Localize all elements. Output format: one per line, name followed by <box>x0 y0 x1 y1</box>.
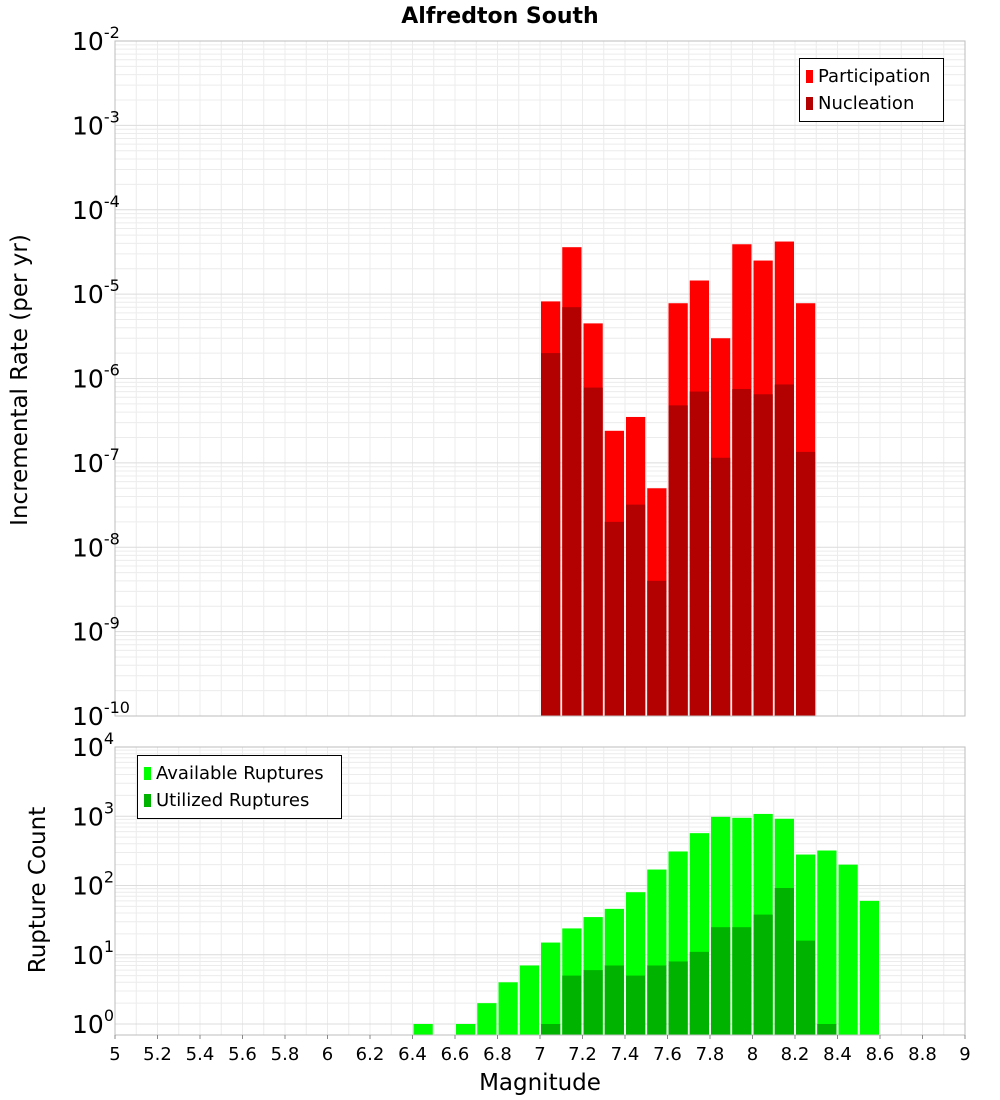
top-bar-nucleation <box>689 391 709 716</box>
legend-label-nucleation: Nucleation <box>818 93 915 114</box>
bottom-y-tick-label: 104 <box>72 729 114 762</box>
top-bar-nucleation <box>604 521 624 716</box>
top-plot-bars <box>541 241 816 717</box>
bottom-bar-available-ruptures <box>498 982 518 1035</box>
top-bar-nucleation <box>583 387 603 716</box>
top-bar-nucleation <box>562 307 582 716</box>
x-tick-label: 7.2 <box>568 1044 597 1065</box>
x-axis-label: Magnitude <box>479 1070 601 1096</box>
top-legend: Participation Nucleation <box>799 58 944 122</box>
x-tick-label: 7.4 <box>611 1044 640 1065</box>
x-tick-label: 5.8 <box>271 1044 300 1065</box>
top-bar-nucleation <box>626 504 646 716</box>
bottom-bar-available-ruptures <box>817 850 837 1035</box>
x-tick-label: 6.8 <box>483 1044 512 1065</box>
x-tick-label: 5.6 <box>228 1044 257 1065</box>
bottom-plot-bars <box>413 813 879 1035</box>
bottom-bar-utilized-ruptures <box>604 965 624 1035</box>
x-axis-ticks: 5 5.2 5.4 5.6 5.8 6 6.2 6.4 6.6 6.8 7 7.2 7.4 7.6 7.8 8… <box>109 1035 971 1065</box>
bottom-bar-available-ruptures <box>519 965 539 1035</box>
top-y-tick-label: 10-3 <box>72 107 120 140</box>
top-y-tick-label: 10-5 <box>72 276 120 309</box>
legend-item-participation: Participation <box>806 63 937 90</box>
nucleation-swatch <box>806 97 813 110</box>
bottom-y-tick-label: 103 <box>72 798 114 831</box>
bottom-bar-utilized-ruptures <box>732 927 752 1035</box>
x-tick-label: 8.6 <box>866 1044 895 1065</box>
utilized-ruptures-swatch <box>144 794 151 807</box>
bottom-bar-available-ruptures <box>859 900 879 1035</box>
bottom-legend: Available Ruptures Utilized Ruptures <box>137 755 342 819</box>
x-tick-label: 7 <box>534 1044 545 1065</box>
top-bar-nucleation <box>774 384 794 716</box>
bottom-bar-utilized-ruptures <box>562 975 582 1035</box>
bottom-bar-utilized-ruptures <box>541 1024 561 1035</box>
bottom-y-tick-label: 101 <box>72 937 114 970</box>
bottom-bar-utilized-ruptures <box>711 927 731 1035</box>
bottom-y-tick-label: 100 <box>72 1006 114 1039</box>
top-bar-nucleation <box>668 405 688 716</box>
top-y-tick-label: 10-9 <box>72 614 120 647</box>
top-bar-nucleation <box>647 580 667 716</box>
bottom-y-axis-ticks: 104 103 102 101 100 <box>72 729 114 1039</box>
bottom-bar-available-ruptures <box>456 1024 476 1035</box>
top-y-axis-ticks: 10-2 10-3 10-4 10-5 10-6 10-7 10-8 10-9 10-10 <box>72 23 130 731</box>
top-bar-nucleation <box>753 394 773 716</box>
x-tick-label: 5 <box>109 1044 120 1065</box>
legend-label-utilized-ruptures: Utilized Ruptures <box>156 790 310 811</box>
bottom-bar-available-ruptures <box>413 1024 433 1035</box>
x-tick-label: 7.6 <box>653 1044 682 1065</box>
top-y-tick-label: 10-7 <box>72 445 120 478</box>
bottom-bar-utilized-ruptures <box>689 951 709 1035</box>
bottom-bar-available-ruptures <box>477 1003 497 1035</box>
x-tick-label: 8.2 <box>781 1044 810 1065</box>
legend-item-nucleation: Nucleation <box>806 90 937 117</box>
bottom-bar-utilized-ruptures <box>774 888 794 1035</box>
x-tick-label: 8.4 <box>823 1044 852 1065</box>
x-tick-label: 9 <box>959 1044 970 1065</box>
top-plot-grid <box>114 41 966 717</box>
bottom-bar-utilized-ruptures <box>626 975 646 1035</box>
top-bar-nucleation <box>711 457 731 716</box>
top-y-tick-label: 10-8 <box>72 529 120 562</box>
top-y-tick-label: 10-6 <box>72 361 120 394</box>
top-y-tick-label: 10-10 <box>72 698 130 731</box>
top-y-axis-label: Incremental Rate (per yr) <box>7 234 33 526</box>
bottom-bar-utilized-ruptures <box>817 1024 837 1035</box>
available-ruptures-swatch <box>144 767 151 780</box>
x-tick-label: 8.8 <box>908 1044 937 1065</box>
x-tick-label: 6 <box>322 1044 333 1065</box>
legend-item-available-ruptures: Available Ruptures <box>144 760 335 787</box>
top-bar-nucleation <box>541 353 561 716</box>
bottom-bar-available-ruptures <box>541 942 561 1035</box>
bottom-y-tick-label: 102 <box>72 868 114 901</box>
participation-swatch <box>806 70 813 83</box>
top-bar-nucleation <box>796 451 816 716</box>
x-tick-label: 6.6 <box>441 1044 470 1065</box>
x-tick-label: 6.4 <box>398 1044 427 1065</box>
bottom-bar-utilized-ruptures <box>647 965 667 1035</box>
x-tick-label: 7.8 <box>696 1044 725 1065</box>
chart-title: Alfredton South <box>401 4 598 29</box>
bottom-bar-utilized-ruptures <box>668 961 688 1035</box>
bottom-bar-utilized-ruptures <box>796 940 816 1035</box>
bottom-bar-utilized-ruptures <box>583 970 603 1035</box>
top-bar-nucleation <box>732 389 752 716</box>
legend-label-participation: Participation <box>818 66 931 87</box>
top-y-tick-label: 10-4 <box>72 192 120 225</box>
bottom-bar-utilized-ruptures <box>753 914 773 1035</box>
legend-label-available-ruptures: Available Ruptures <box>156 763 324 784</box>
x-tick-label: 5.2 <box>143 1044 172 1065</box>
x-tick-label: 5.4 <box>186 1044 215 1065</box>
bottom-bar-available-ruptures <box>838 864 858 1035</box>
top-plot-frame <box>114 40 966 717</box>
bottom-y-axis-label: Rupture Count <box>25 807 51 973</box>
top-y-tick-label: 10-2 <box>72 23 120 56</box>
legend-item-utilized-ruptures: Utilized Ruptures <box>144 787 335 814</box>
x-tick-label: 8 <box>747 1044 758 1065</box>
x-tick-label: 6.2 <box>356 1044 385 1065</box>
